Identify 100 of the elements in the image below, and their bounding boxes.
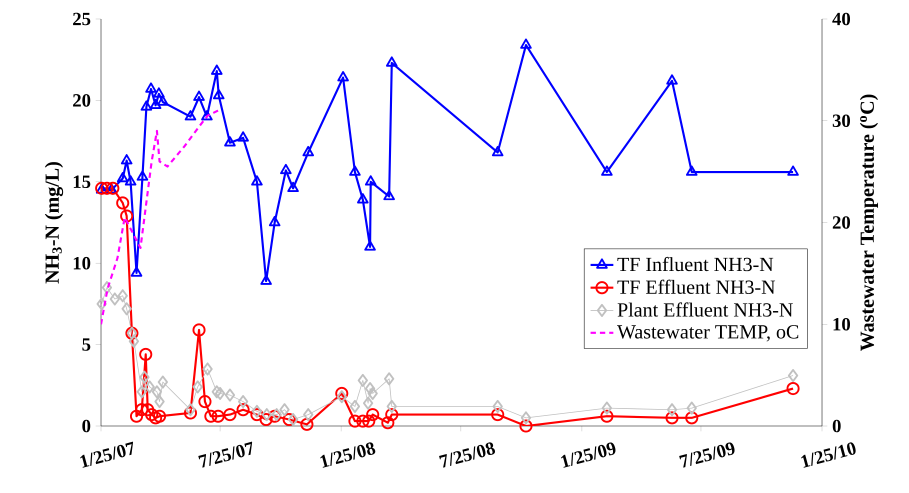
point (100, 182, 114, 195)
point (122, 302, 132, 316)
point (364, 240, 376, 251)
point (520, 38, 532, 49)
x-tick-label: 7/25/09 (679, 442, 735, 468)
point (666, 74, 678, 85)
legend-label: TF Influent NH3-N (617, 256, 774, 272)
point (110, 292, 120, 306)
point (184, 110, 196, 120)
legend-label: Wastewater TEMP, oC (617, 325, 798, 342)
point (238, 395, 248, 408)
point (224, 388, 236, 402)
point (492, 146, 504, 156)
point (364, 382, 376, 396)
point (153, 410, 166, 423)
point (685, 411, 698, 424)
point (185, 403, 196, 416)
y-tick-label: 20 (73, 94, 90, 107)
point (492, 400, 503, 413)
point (385, 408, 398, 422)
point (149, 411, 162, 424)
point (212, 88, 225, 100)
y2-tick-label: 20 (832, 216, 850, 229)
y-tick-label: 5 (82, 338, 90, 351)
point (366, 408, 380, 422)
point (384, 372, 394, 386)
point (223, 408, 236, 422)
point (120, 209, 134, 223)
point (130, 266, 142, 277)
point (519, 419, 533, 433)
point (600, 410, 614, 423)
point (116, 172, 128, 182)
point (357, 193, 369, 204)
point (260, 274, 272, 285)
point (336, 390, 347, 404)
point (202, 362, 213, 376)
point (268, 410, 282, 423)
x-tick-label: 1/25/10 (801, 442, 856, 468)
point (520, 411, 532, 424)
point (212, 385, 222, 398)
point (665, 411, 679, 424)
point (335, 386, 348, 400)
point (287, 182, 299, 192)
point (212, 410, 225, 423)
point (136, 170, 148, 181)
point (193, 90, 205, 101)
point (153, 87, 165, 98)
point (214, 386, 226, 400)
y-axis-title: NH$_{3}$-N (mg/L) (44, 162, 64, 284)
point (601, 165, 613, 176)
point (279, 403, 290, 416)
point (251, 175, 263, 186)
x-tick-label: 1/25/09 (561, 442, 616, 468)
point (788, 369, 798, 382)
x-tick-label: 7/25/08 (439, 442, 496, 468)
y-tick-label: 15 (74, 176, 90, 188)
point (157, 95, 169, 106)
point (224, 136, 236, 146)
x-tick-label: 1/25/08 (320, 442, 376, 468)
point (337, 71, 349, 82)
point (364, 175, 377, 186)
point (120, 154, 132, 164)
point (282, 412, 296, 426)
point (145, 82, 157, 93)
point (140, 100, 152, 111)
point (96, 297, 107, 310)
y2-tick-label: 10 (834, 318, 850, 331)
point (272, 408, 282, 422)
point (198, 395, 212, 408)
point (102, 281, 112, 294)
point (211, 64, 223, 75)
point (237, 131, 249, 142)
point (362, 414, 376, 428)
point (250, 408, 264, 422)
line-series (101, 110, 220, 326)
x-tick-label: 7/25/07 (198, 442, 252, 468)
point (268, 216, 280, 226)
point (154, 395, 165, 408)
point (152, 385, 162, 398)
x-tick-label: 1/25/07 (80, 442, 134, 468)
point (362, 396, 374, 410)
y2-tick-label: 30 (832, 114, 850, 128)
point (383, 190, 395, 200)
point (145, 408, 158, 422)
y2-tick-label: 0 (832, 420, 841, 432)
point (686, 402, 697, 415)
point (262, 408, 272, 422)
point (350, 400, 360, 413)
point (386, 56, 398, 67)
point (686, 165, 698, 176)
legend-label: Plant Effluent NH3-N (618, 302, 793, 317)
point (184, 406, 198, 420)
point (280, 164, 292, 174)
point (118, 289, 128, 302)
point (144, 380, 155, 394)
y2-tick-label: 40 (832, 12, 850, 26)
point (368, 386, 378, 400)
point (602, 402, 612, 415)
point (252, 404, 262, 418)
point (201, 110, 213, 120)
